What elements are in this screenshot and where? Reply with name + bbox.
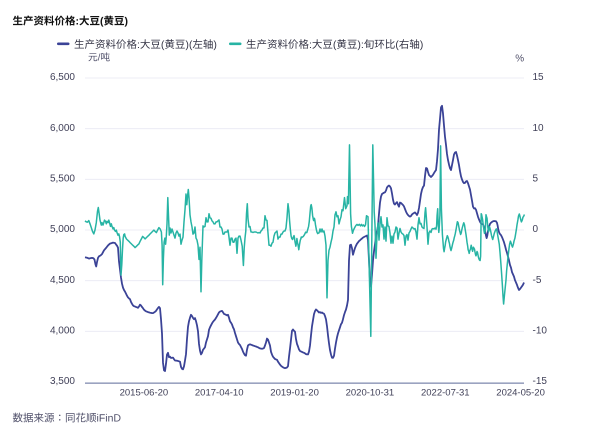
svg-text:2022-07-31: 2022-07-31 <box>421 388 470 399</box>
svg-text:2019-01-20: 2019-01-20 <box>270 388 319 399</box>
svg-text:5,000: 5,000 <box>50 224 75 235</box>
svg-text:5: 5 <box>533 174 539 185</box>
svg-text:2017-04-10: 2017-04-10 <box>195 388 244 399</box>
svg-text:5,500: 5,500 <box>50 174 75 185</box>
svg-text:6,000: 6,000 <box>50 123 75 134</box>
svg-text:10: 10 <box>533 123 545 134</box>
svg-text:0: 0 <box>533 224 539 235</box>
svg-text:15: 15 <box>533 72 545 83</box>
svg-text:2024-05-20: 2024-05-20 <box>496 388 545 399</box>
svg-text:2020-10-31: 2020-10-31 <box>346 388 395 399</box>
svg-text:2015-06-20: 2015-06-20 <box>120 388 169 399</box>
svg-text:4,500: 4,500 <box>50 275 75 286</box>
svg-text:4,000: 4,000 <box>50 326 75 337</box>
svg-text:%: % <box>515 53 524 64</box>
svg-text:-15: -15 <box>533 376 548 387</box>
svg-text:3,500: 3,500 <box>50 376 75 387</box>
svg-text:-10: -10 <box>533 326 548 337</box>
svg-text:6,500: 6,500 <box>50 72 75 83</box>
svg-text:-5: -5 <box>533 275 542 286</box>
